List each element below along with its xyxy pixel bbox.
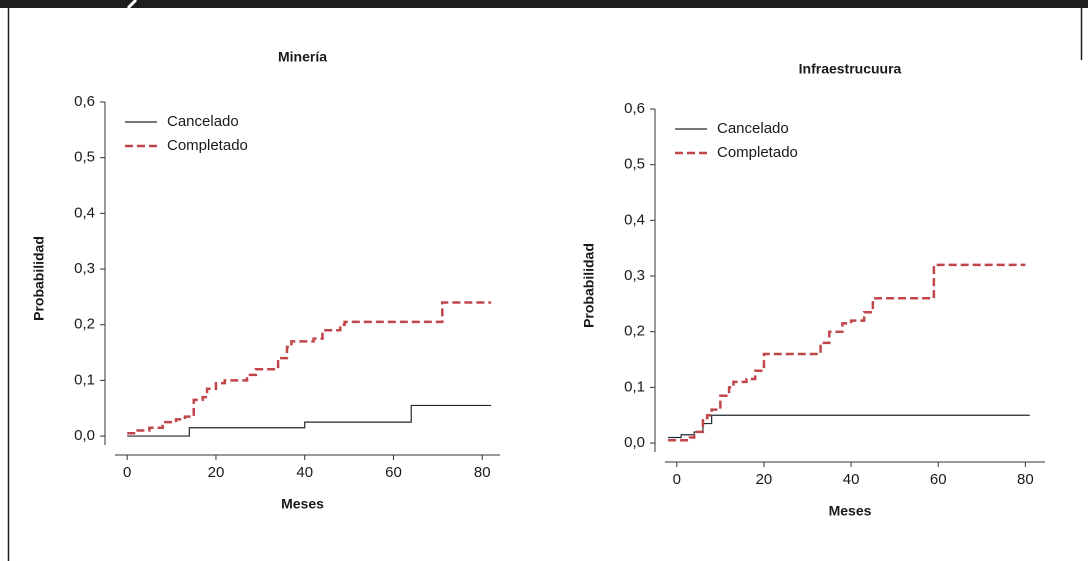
chart-title: Minería (278, 49, 327, 65)
x-tick-label: 60 (385, 464, 402, 481)
x-tick-label: 80 (1017, 471, 1034, 488)
top-bar-notch (126, 0, 138, 10)
y-tick-label: 0,5 (624, 156, 645, 173)
y-tick-label: 0,4 (74, 204, 95, 221)
chart-title: Infraestrucuura (799, 61, 902, 77)
y-tick-label: 0,3 (624, 267, 645, 284)
x-tick-label: 40 (843, 471, 860, 488)
x-axis-label: Meses (829, 503, 872, 519)
x-tick-label: 80 (474, 464, 491, 481)
y-axis-label: Probabilidad (581, 243, 597, 328)
y-tick-label: 0,6 (74, 93, 95, 110)
y-tick-label: 0,4 (624, 211, 645, 228)
top-bar (0, 0, 1088, 8)
x-tick-label: 20 (208, 464, 225, 481)
y-tick-label: 0,3 (74, 260, 95, 277)
x-tick-label: 60 (930, 471, 947, 488)
x-tick-label: 0 (673, 471, 681, 488)
y-tick-label: 0,1 (74, 371, 95, 388)
legend-label: Completado (167, 137, 248, 154)
x-tick-label: 20 (756, 471, 773, 488)
legend-label: Cancelado (167, 113, 239, 130)
y-tick-label: 0,6 (624, 100, 645, 117)
y-axis-label: Probabilidad (31, 236, 47, 321)
y-tick-label: 0,1 (624, 378, 645, 395)
legend-label: Completado (717, 144, 798, 161)
y-tick-label: 0,0 (74, 427, 95, 444)
legend-label: Cancelado (717, 120, 789, 137)
y-tick-label: 0,0 (624, 434, 645, 451)
series-line (668, 263, 1026, 442)
x-tick-label: 40 (296, 464, 313, 481)
series-line (127, 301, 492, 435)
series-line (668, 414, 1030, 439)
y-tick-label: 0,2 (624, 323, 645, 340)
x-tick-label: 0 (123, 464, 131, 481)
x-axis-label: Meses (281, 496, 324, 512)
y-tick-label: 0,2 (74, 316, 95, 333)
y-tick-label: 0,5 (74, 149, 95, 166)
series-line (127, 404, 492, 437)
